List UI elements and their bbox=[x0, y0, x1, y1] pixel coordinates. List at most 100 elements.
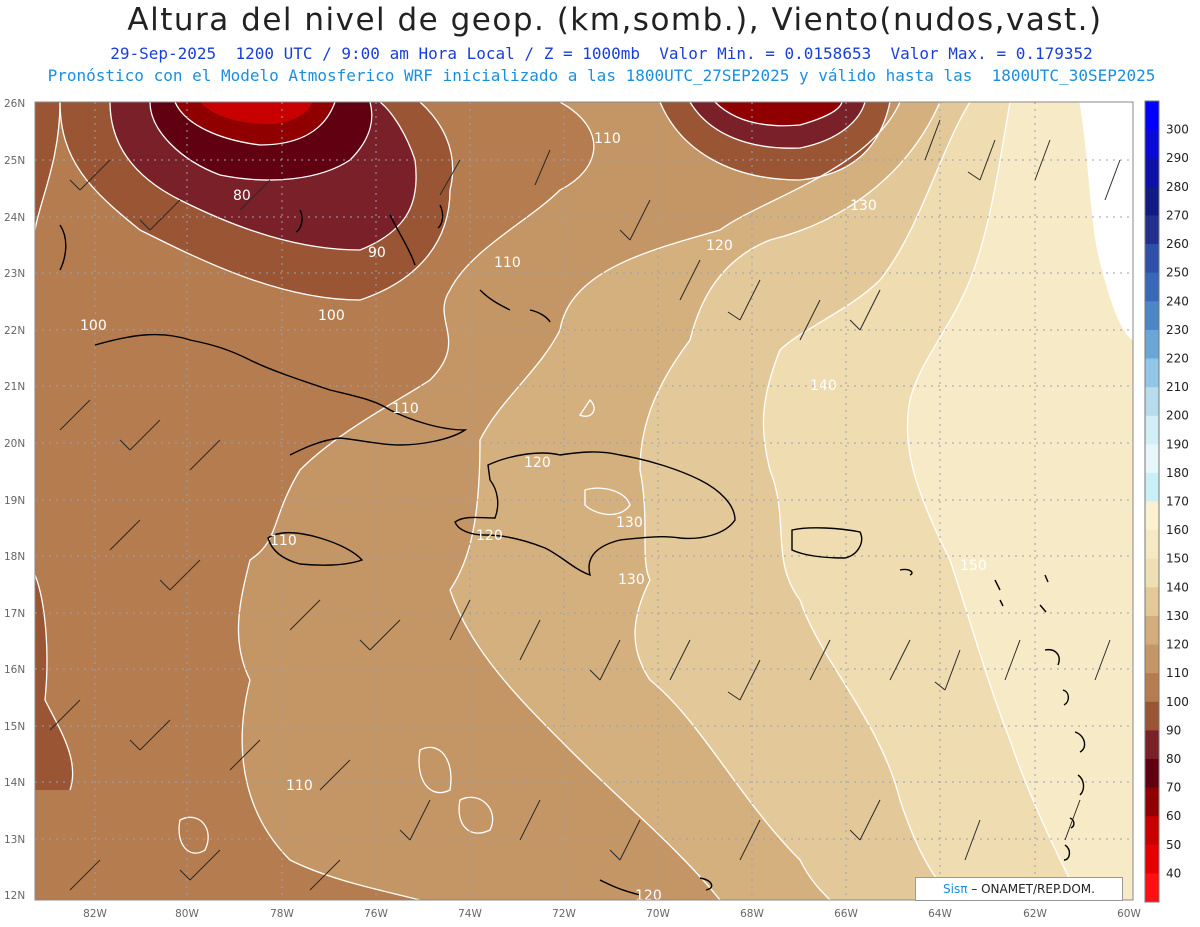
lat-label: 17N bbox=[4, 608, 25, 620]
colorbar-swatch bbox=[1145, 558, 1159, 588]
colorbar-level-label: 110 bbox=[1166, 666, 1189, 680]
colorbar-level-label: 90 bbox=[1166, 723, 1181, 737]
sispi-logo: Sisπ bbox=[943, 882, 968, 896]
colorbar-swatch bbox=[1145, 158, 1159, 188]
lon-label: 80W bbox=[175, 908, 199, 920]
colorbar-level-label: 120 bbox=[1166, 638, 1189, 652]
colorbar-swatch bbox=[1145, 644, 1159, 674]
colorbar-level-label: 150 bbox=[1166, 552, 1189, 566]
lat-label: 13N bbox=[4, 834, 25, 846]
colorbar-swatch bbox=[1145, 444, 1159, 474]
contour-label: 110 bbox=[594, 131, 621, 147]
colorbar-legend: 300 290 280 270 260 250 240 230 220 210 200 190 180 1… bbox=[1144, 100, 1189, 903]
colorbar-level-label: 230 bbox=[1166, 323, 1189, 337]
colorbar-swatch bbox=[1145, 730, 1159, 760]
lat-label: 25N bbox=[4, 155, 25, 167]
lat-label: 24N bbox=[4, 212, 25, 224]
colorbar-level-label: 100 bbox=[1166, 695, 1189, 709]
colorbar-level-label: 280 bbox=[1166, 180, 1189, 194]
map-subtitle-valid-time: 29-Sep-2025 1200 UTC / 9:00 am Hora Loca… bbox=[110, 44, 1093, 63]
colorbar-level-label: 220 bbox=[1166, 351, 1189, 365]
contour-label: 120 bbox=[635, 888, 662, 904]
colorbar-swatch bbox=[1145, 415, 1159, 445]
colorbar-level-label: 80 bbox=[1166, 752, 1181, 766]
colorbar-level-label: 270 bbox=[1166, 208, 1189, 222]
colorbar-level-label: 70 bbox=[1166, 781, 1181, 795]
credit-text: – ONAMET/REP.DOM. bbox=[967, 882, 1095, 896]
contour-label: 150 bbox=[960, 558, 987, 574]
contour-label: 110 bbox=[392, 401, 419, 417]
latitude-axis: 26N 25N 24N 23N 22N 21N 20N 19N 18N 17N … bbox=[4, 98, 25, 902]
map-plot-area: 80 90 100 100 110 110 110 110 110 120 12… bbox=[35, 102, 1133, 904]
contour-value-labels: 80 90 100 100 110 110 110 110 110 120 12… bbox=[80, 131, 987, 904]
lat-label: 15N bbox=[4, 721, 25, 733]
colorbar-swatch bbox=[1145, 673, 1159, 703]
map-frame bbox=[34, 101, 1134, 901]
coastlines bbox=[59, 204, 1086, 896]
lon-label: 66W bbox=[834, 908, 858, 920]
map-title: Altura del nivel de geop. (km,somb.), Vi… bbox=[127, 2, 1103, 38]
lon-label: 72W bbox=[552, 908, 576, 920]
colorbar-swatch bbox=[1145, 844, 1159, 874]
colorbar-swatch bbox=[1145, 244, 1159, 274]
colorbar-swatch bbox=[1145, 787, 1159, 817]
contour-label: 80 bbox=[233, 188, 251, 204]
lat-label: 26N bbox=[4, 98, 25, 110]
contour-label: 120 bbox=[524, 455, 551, 471]
colorbar-swatch bbox=[1145, 329, 1159, 359]
contour-label: 130 bbox=[616, 515, 643, 531]
lat-label: 22N bbox=[4, 325, 25, 337]
contour-label: 110 bbox=[270, 533, 297, 549]
colorbar-swatch bbox=[1145, 301, 1159, 331]
lat-label: 21N bbox=[4, 381, 25, 393]
colorbar-swatch bbox=[1145, 129, 1159, 159]
colorbar-level-label: 130 bbox=[1166, 609, 1189, 623]
colorbar-frame bbox=[1144, 100, 1160, 903]
colorbar-level-label: 260 bbox=[1166, 237, 1189, 251]
colorbar-swatch bbox=[1145, 587, 1159, 617]
contour-label: 90 bbox=[368, 245, 386, 261]
colorbar-swatch bbox=[1145, 501, 1159, 531]
colorbar-level-label: 50 bbox=[1166, 838, 1181, 852]
colorbar-level-label: 160 bbox=[1166, 523, 1189, 537]
colorbar-level-label: 170 bbox=[1166, 495, 1189, 509]
colorbar-level-label: 190 bbox=[1166, 437, 1189, 451]
lat-label: 18N bbox=[4, 551, 25, 563]
colorbar-level-label: 200 bbox=[1166, 409, 1189, 423]
colorbar-swatch bbox=[1145, 272, 1159, 302]
lon-label: 60W bbox=[1117, 908, 1141, 920]
colorbar-swatch bbox=[1145, 873, 1159, 903]
contour-label: 120 bbox=[476, 528, 503, 544]
colorbar-swatch bbox=[1145, 387, 1159, 417]
contour-label: 110 bbox=[286, 778, 313, 794]
contour-label: 120 bbox=[706, 238, 733, 254]
colorbar-level-label: 290 bbox=[1166, 151, 1189, 165]
contour-label: 130 bbox=[618, 572, 645, 588]
colorbar-level-label: 60 bbox=[1166, 809, 1181, 823]
colorbar-swatch bbox=[1145, 358, 1159, 388]
lon-label: 64W bbox=[928, 908, 952, 920]
contour-label: 140 bbox=[810, 378, 837, 394]
lon-label: 82W bbox=[83, 908, 107, 920]
colorbar-swatch bbox=[1145, 186, 1159, 216]
lat-label: 14N bbox=[4, 777, 25, 789]
lon-label: 68W bbox=[740, 908, 764, 920]
contour-label: 100 bbox=[318, 308, 345, 324]
longitude-axis: 82W 80W 78W 76W 74W 72W 70W 68W 66W 64W … bbox=[83, 908, 1141, 920]
colorbar-level-label: 210 bbox=[1166, 380, 1189, 394]
colorbar-swatch bbox=[1145, 816, 1159, 846]
colorbar-level-label: 300 bbox=[1166, 123, 1189, 137]
credit-badge: Sisπ – ONAMET/REP.DOM. bbox=[915, 877, 1123, 901]
colorbar-level-label: 140 bbox=[1166, 580, 1189, 594]
lat-label: 23N bbox=[4, 268, 25, 280]
lon-label: 62W bbox=[1023, 908, 1047, 920]
contour-lines bbox=[35, 102, 1133, 900]
map-subtitle-model-info: Pronóstico con el Modelo Atmosferico WRF… bbox=[47, 66, 1156, 85]
wind-barbs bbox=[49, 119, 1121, 891]
colorbar-level-label: 180 bbox=[1166, 466, 1189, 480]
contour-label: 130 bbox=[850, 198, 877, 214]
lon-label: 76W bbox=[364, 908, 388, 920]
colorbar-level-label: 240 bbox=[1166, 294, 1189, 308]
colorbar-swatch bbox=[1145, 615, 1159, 646]
